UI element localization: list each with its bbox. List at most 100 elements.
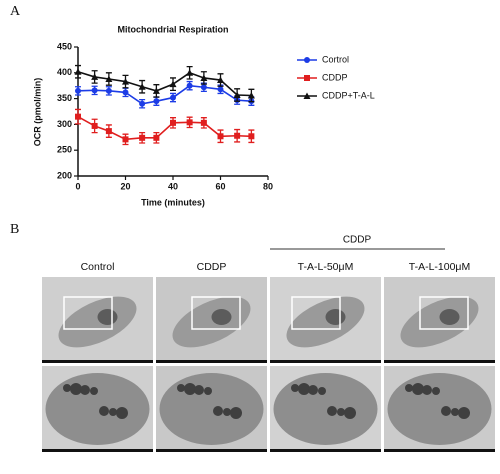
legend-marker <box>304 57 310 63</box>
organelle <box>99 406 109 416</box>
organelle <box>318 387 326 395</box>
y-tick-label: 450 <box>57 41 72 51</box>
x-tick-label: 0 <box>75 181 80 191</box>
point <box>186 69 194 76</box>
column-label: CDDP <box>197 261 227 273</box>
organelle <box>441 406 451 416</box>
point <box>139 134 146 141</box>
y-tick-label: 250 <box>57 145 72 155</box>
point <box>105 75 113 82</box>
point <box>200 84 207 91</box>
scale-strip <box>270 449 381 452</box>
x-tick-label: 40 <box>168 181 178 191</box>
organelle <box>337 408 345 416</box>
y-tick-label: 350 <box>57 93 72 103</box>
organelle <box>80 385 90 395</box>
point <box>75 87 81 94</box>
x-tick-label: 80 <box>263 181 273 191</box>
organelle <box>451 408 459 416</box>
nucleus <box>211 309 232 325</box>
scale-strip <box>270 360 381 363</box>
y-tick-label: 300 <box>57 119 72 129</box>
point <box>248 133 255 140</box>
point <box>138 83 146 90</box>
legend-marker <box>304 75 310 81</box>
column-label: Control <box>81 261 115 273</box>
cell-detail <box>159 373 264 445</box>
organelle <box>63 384 71 392</box>
organelle <box>90 387 98 395</box>
organelle <box>213 406 223 416</box>
organelle <box>177 384 185 392</box>
cell <box>58 296 137 348</box>
point <box>170 119 176 126</box>
point <box>200 74 208 81</box>
legend-marker <box>303 92 311 99</box>
scale-strip <box>384 360 495 363</box>
point <box>217 133 224 140</box>
point <box>105 128 112 135</box>
cell-detail <box>273 373 378 445</box>
x-axis-label: Time (minutes) <box>141 197 205 207</box>
y-tick-label: 400 <box>57 67 72 77</box>
column-label: T-A-L-100μM <box>409 261 470 273</box>
y-tick-label: 200 <box>57 170 72 180</box>
organelle <box>291 384 299 392</box>
point <box>153 134 160 141</box>
scale-strip <box>384 449 495 452</box>
zoom-box <box>191 296 241 330</box>
panel-label: B <box>10 222 19 237</box>
organelle <box>405 384 413 392</box>
scale-strip <box>156 360 267 363</box>
panel-label: A <box>10 4 21 19</box>
point <box>234 132 241 139</box>
organelle <box>230 407 242 419</box>
cell <box>172 296 251 348</box>
group-label: CDDP <box>343 235 372 246</box>
cell-detail <box>387 373 492 445</box>
organelle <box>412 383 424 395</box>
point <box>169 80 177 88</box>
point <box>170 94 176 101</box>
point <box>200 119 207 126</box>
point <box>91 87 98 94</box>
x-tick-label: 60 <box>215 181 225 191</box>
chart-title: Mitochondrial Respiration <box>117 24 228 34</box>
scale-strip <box>42 449 153 452</box>
point <box>74 68 82 75</box>
point <box>91 73 99 80</box>
point <box>122 136 129 143</box>
point <box>139 100 146 107</box>
micrograph-grid <box>42 277 495 452</box>
organelle <box>432 387 440 395</box>
zoom-box <box>63 296 113 330</box>
point <box>122 89 129 96</box>
cell <box>400 296 479 348</box>
x-tick-label: 20 <box>120 181 130 191</box>
point <box>75 113 81 120</box>
point <box>186 82 193 89</box>
organelle <box>422 385 432 395</box>
organelle <box>70 383 82 395</box>
nucleus <box>325 309 346 325</box>
legend-label: Cortrol <box>322 54 349 64</box>
series-line <box>77 84 252 105</box>
scale-strip <box>42 360 153 363</box>
point <box>233 91 241 98</box>
organelle <box>344 407 356 419</box>
organelle <box>109 408 117 416</box>
point <box>217 76 224 84</box>
organelle <box>308 385 318 395</box>
y-axis-label: OCR (pmol/min) <box>32 78 42 147</box>
point <box>122 78 129 85</box>
organelle <box>327 406 337 416</box>
column-label: T-A-L-50μM <box>298 261 354 273</box>
scale-strip <box>156 449 267 452</box>
organelle <box>458 407 470 419</box>
zoom-box <box>291 296 341 330</box>
nucleus <box>97 309 118 325</box>
point <box>91 122 98 129</box>
point <box>217 86 224 93</box>
organelle <box>116 407 128 419</box>
